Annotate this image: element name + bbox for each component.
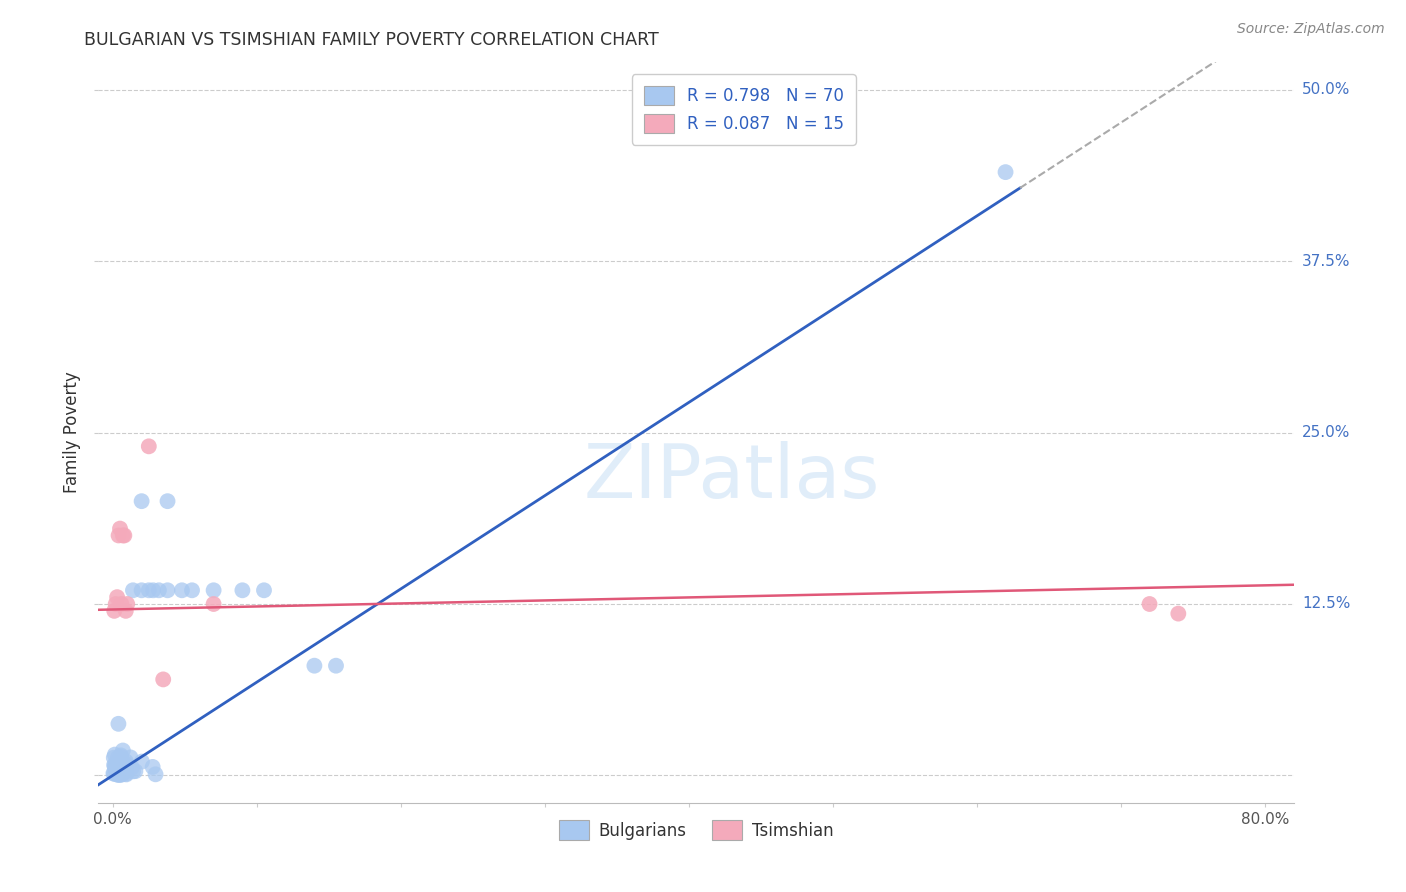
Point xyxy=(231,583,253,598)
Point xyxy=(131,494,153,508)
Point xyxy=(110,768,132,782)
Point xyxy=(1167,607,1189,621)
Point xyxy=(156,494,179,508)
Point xyxy=(108,757,131,772)
Point xyxy=(104,747,127,762)
Point xyxy=(202,583,225,598)
Point xyxy=(170,583,193,598)
Point xyxy=(104,757,127,772)
Text: ZIPatlas: ZIPatlas xyxy=(583,441,880,514)
Point xyxy=(1139,597,1161,611)
Point xyxy=(107,765,129,780)
Point xyxy=(103,758,125,772)
Point xyxy=(142,760,165,774)
Point xyxy=(103,604,125,618)
Point xyxy=(122,583,145,598)
Point xyxy=(111,743,134,757)
Point xyxy=(105,756,128,771)
Point xyxy=(108,760,131,774)
Point xyxy=(103,766,125,780)
Point xyxy=(107,764,129,778)
Point xyxy=(107,760,129,774)
Point xyxy=(112,528,135,542)
Point xyxy=(122,764,145,779)
Point xyxy=(105,764,128,778)
Point xyxy=(111,760,134,774)
Point xyxy=(114,762,136,776)
Point xyxy=(111,528,134,542)
Text: 37.5%: 37.5% xyxy=(1302,253,1350,268)
Point xyxy=(120,750,142,764)
Point xyxy=(181,583,204,598)
Point xyxy=(111,766,134,780)
Point xyxy=(104,759,127,773)
Point xyxy=(103,750,125,764)
Point xyxy=(108,764,131,779)
Point xyxy=(121,761,143,775)
Point xyxy=(202,597,225,611)
Point xyxy=(325,658,347,673)
Point xyxy=(103,766,125,780)
Point xyxy=(104,597,127,611)
Point xyxy=(108,757,131,772)
Point xyxy=(105,757,128,772)
Point xyxy=(105,763,128,777)
Text: 50.0%: 50.0% xyxy=(1302,82,1350,97)
Point xyxy=(107,528,129,542)
Point xyxy=(138,439,160,453)
Point xyxy=(145,767,167,781)
Point xyxy=(107,757,129,772)
Point xyxy=(114,766,136,780)
Point xyxy=(114,756,136,771)
Point xyxy=(105,764,128,778)
Point xyxy=(110,750,132,764)
Point xyxy=(111,757,134,772)
Point xyxy=(114,604,136,618)
Point xyxy=(115,597,138,611)
Text: Source: ZipAtlas.com: Source: ZipAtlas.com xyxy=(1237,22,1385,37)
Point xyxy=(105,764,128,778)
Point xyxy=(110,756,132,770)
Point xyxy=(131,755,153,769)
Point xyxy=(142,583,165,598)
Point xyxy=(107,716,129,731)
Point xyxy=(994,165,1017,179)
Text: 12.5%: 12.5% xyxy=(1302,597,1350,612)
Point xyxy=(107,765,129,780)
Point xyxy=(124,764,146,779)
Point xyxy=(156,583,179,598)
Point xyxy=(105,767,128,781)
Point xyxy=(115,767,138,781)
Point xyxy=(104,762,127,776)
Point xyxy=(110,748,132,763)
Point xyxy=(114,759,136,773)
Y-axis label: Family Poverty: Family Poverty xyxy=(63,372,82,493)
Point xyxy=(152,673,174,687)
Point xyxy=(131,583,153,598)
Point xyxy=(304,658,326,673)
Text: BULGARIAN VS TSIMSHIAN FAMILY POVERTY CORRELATION CHART: BULGARIAN VS TSIMSHIAN FAMILY POVERTY CO… xyxy=(84,31,659,49)
Point xyxy=(111,764,134,779)
Point xyxy=(105,764,128,779)
Point xyxy=(107,768,129,782)
Point xyxy=(108,522,131,536)
Legend: Bulgarians, Tsimshian: Bulgarians, Tsimshian xyxy=(553,814,839,847)
Point xyxy=(111,761,134,775)
Point xyxy=(253,583,276,598)
Point xyxy=(105,590,128,604)
Text: 25.0%: 25.0% xyxy=(1302,425,1350,440)
Point xyxy=(114,764,136,779)
Point xyxy=(138,583,160,598)
Point xyxy=(148,583,170,598)
Point xyxy=(110,597,132,611)
Point xyxy=(108,767,131,781)
Point xyxy=(104,761,127,775)
Point xyxy=(107,750,129,764)
Point xyxy=(107,764,129,779)
Point xyxy=(115,755,138,769)
